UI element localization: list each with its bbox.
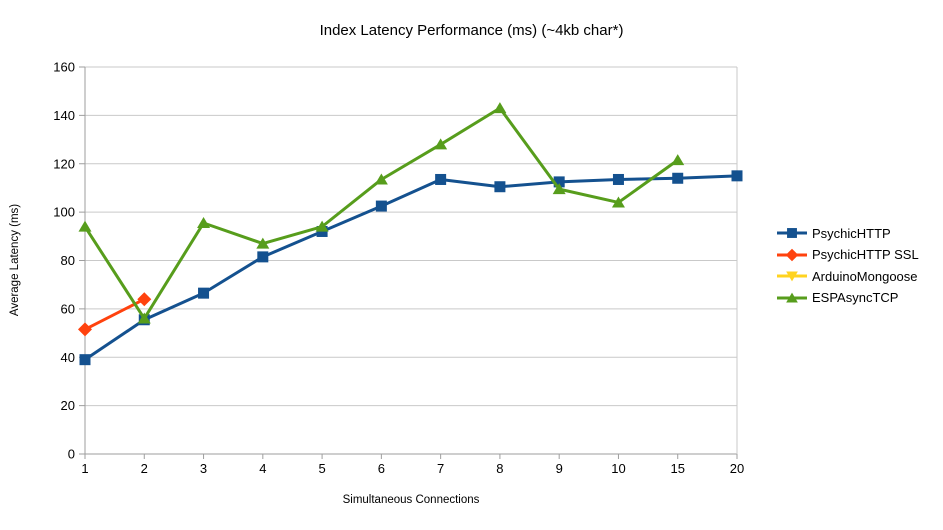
data-point-triangle-up — [434, 138, 448, 150]
x-axis-title: Simultaneous Connections — [342, 494, 480, 506]
series-psychichttp — [79, 170, 743, 366]
x-tick-label: 15 — [670, 461, 684, 476]
legend-label: ArduinoMongoose — [812, 268, 918, 284]
y-tick-label: 100 — [53, 205, 75, 220]
data-point-triangle-up — [197, 217, 211, 229]
data-point-triangle-up — [78, 220, 92, 232]
x-tick-label: 9 — [556, 461, 563, 476]
data-point-square — [494, 181, 506, 193]
data-point-triangle-up — [137, 312, 151, 324]
psychichttp-line-marker-icon — [777, 228, 807, 238]
legend: PsychicHTTP PsychicHTTP SSL ArduinoMongo… — [776, 226, 919, 312]
x-tick-label: 5 — [318, 461, 325, 476]
legend-item-psychichttp-ssl: PsychicHTTP SSL — [776, 247, 919, 262]
x-tick-label: 3 — [200, 461, 207, 476]
data-point-square — [435, 173, 447, 185]
data-point-square — [672, 172, 684, 184]
data-point-triangle-up — [671, 154, 685, 166]
data-point-square — [257, 251, 269, 263]
data-point-square — [553, 176, 565, 188]
y-tick-label: 60 — [61, 301, 75, 316]
data-point-diamond — [785, 248, 799, 261]
espasynctcp-line-marker-icon — [777, 292, 807, 302]
legend-label: ESPAsyncTCP — [812, 290, 899, 305]
data-point-triangle-up — [611, 196, 625, 208]
data-point-triangle-down — [786, 271, 798, 282]
x-tick-label: 4 — [259, 461, 266, 476]
psychichttp-ssl-line-marker-icon — [777, 248, 807, 261]
data-point-square — [612, 173, 624, 185]
x-tick-label: 6 — [378, 461, 385, 476]
y-tick-label: 80 — [61, 253, 75, 268]
data-point-square — [79, 354, 91, 366]
data-point-triangle-up — [374, 173, 388, 185]
legend-label: PsychicHTTP SSL — [812, 247, 919, 262]
data-point-triangle-up — [315, 220, 329, 232]
data-point-triangle-up — [256, 237, 270, 249]
data-point-triangle-up — [493, 102, 507, 114]
x-tick-label: 2 — [141, 461, 148, 476]
legend-label: PsychicHTTP — [812, 225, 891, 241]
data-point-triangle-up — [786, 292, 798, 302]
y-tick-label: 140 — [53, 108, 75, 123]
legend-item-arduinomongoose: ArduinoMongoose — [776, 268, 919, 284]
gridlines — [85, 66, 737, 455]
axes — [79, 66, 738, 459]
legend-item-espasynctcp: ESPAsyncTCP — [776, 290, 919, 305]
series-line-espasynctcp — [83, 106, 679, 321]
series-line-psychichttp — [84, 174, 738, 361]
y-tick-label: 120 — [53, 156, 75, 171]
x-tick-label: 7 — [437, 461, 444, 476]
y-axis-title: Average Latency (ms) — [9, 203, 21, 317]
arduinomongoose-line-marker-icon — [777, 271, 807, 282]
x-tick-label: 20 — [730, 461, 744, 476]
data-point-square — [731, 170, 743, 182]
tick-labels: 0 20 40 60 80 100 120 140 160 1 2 3 4 5 6 7 8 9 10 15 20 — [53, 60, 744, 477]
data-point-square — [198, 287, 210, 299]
y-tick-label: 160 — [53, 60, 75, 75]
y-tick-label: 20 — [61, 398, 75, 413]
data-point-square — [375, 200, 387, 212]
series-espasynctcp — [78, 102, 685, 324]
data-point-diamond — [78, 322, 92, 337]
data-point-diamond — [137, 292, 152, 307]
x-tick-label: 1 — [81, 461, 88, 476]
data-point-triangle-up — [552, 183, 566, 195]
y-tick-label: 0 — [68, 447, 75, 462]
y-tick-label: 40 — [61, 350, 75, 365]
data-point-square — [787, 228, 797, 238]
x-tick-label: 10 — [611, 461, 625, 476]
chart-title: Index Latency Performance (ms) (~4kb cha… — [319, 22, 624, 39]
x-tick-label: 8 — [496, 461, 503, 476]
legend-item-psychichttp: PsychicHTTP — [776, 225, 919, 241]
